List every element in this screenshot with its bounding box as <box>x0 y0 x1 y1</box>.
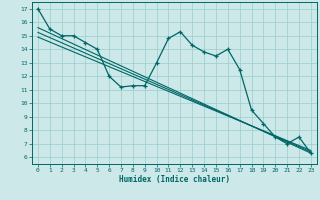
X-axis label: Humidex (Indice chaleur): Humidex (Indice chaleur) <box>119 175 230 184</box>
